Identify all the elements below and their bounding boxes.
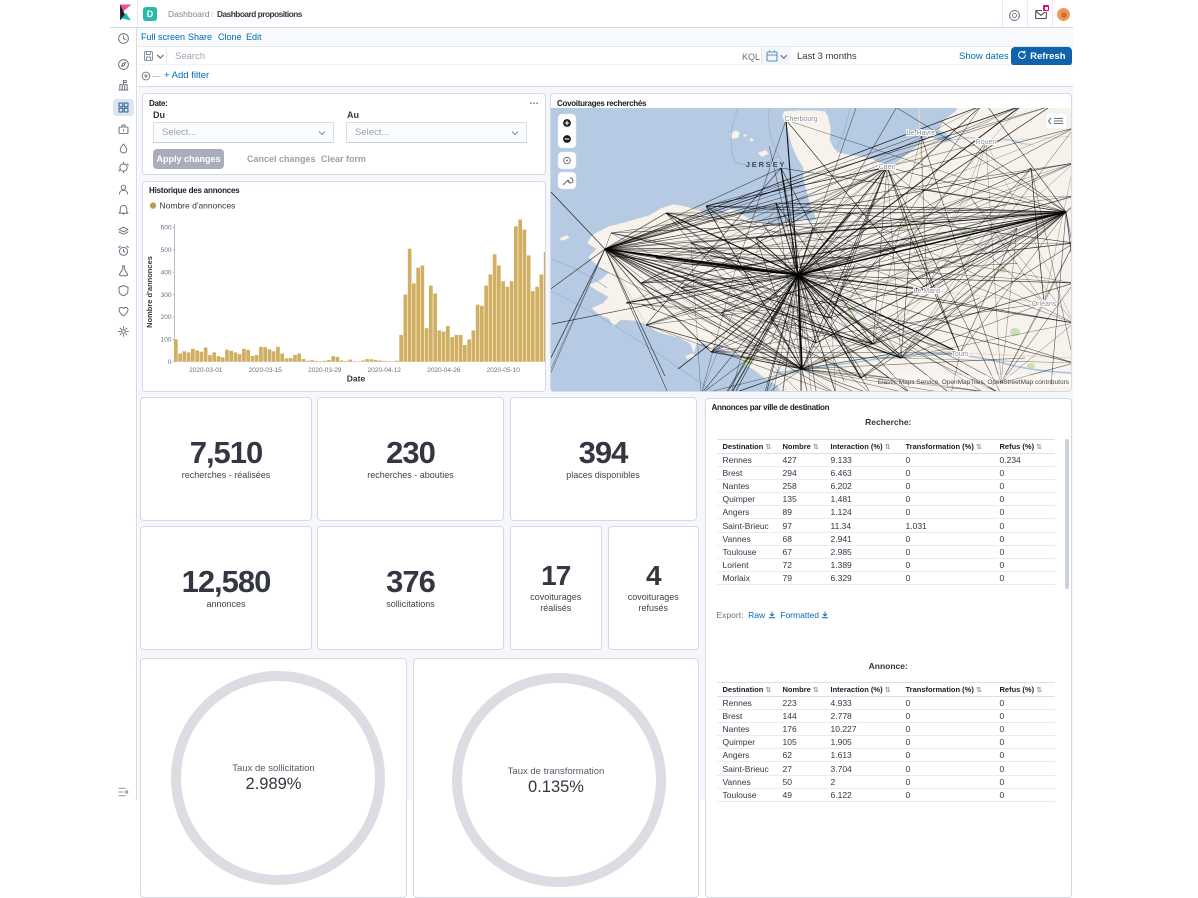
- svg-text:Caen: Caen: [879, 164, 896, 171]
- svg-text:500: 500: [161, 247, 172, 254]
- svg-text:2020-04-12: 2020-04-12: [368, 367, 402, 374]
- svg-text:Orléans: Orléans: [1032, 301, 1057, 308]
- svg-text:2020-03-15: 2020-03-15: [249, 367, 283, 374]
- svg-text:2020-04-26: 2020-04-26: [427, 367, 461, 374]
- svg-text:Nombre d'annonces: Nombre d'annonces: [160, 201, 236, 211]
- svg-text:Date: Date: [347, 374, 366, 384]
- svg-text:Tours: Tours: [951, 351, 969, 358]
- svg-text:0: 0: [168, 359, 172, 366]
- svg-text:Rouen: Rouen: [976, 139, 997, 146]
- svg-text:2020-05-10: 2020-05-10: [487, 367, 521, 374]
- svg-text:2020-03-01: 2020-03-01: [189, 367, 223, 374]
- svg-text:200: 200: [161, 314, 172, 321]
- svg-text:Nombre d'annonces: Nombre d'annonces: [145, 256, 154, 328]
- svg-text:2020-03-29: 2020-03-29: [308, 367, 342, 374]
- svg-text:Le Mans: Le Mans: [914, 288, 941, 295]
- svg-text:Cherbourg: Cherbourg: [784, 116, 817, 123]
- svg-text:600: 600: [161, 225, 172, 232]
- svg-text:100: 100: [161, 337, 172, 344]
- svg-text:Le Havre: Le Havre: [907, 130, 936, 137]
- svg-text:300: 300: [161, 292, 172, 299]
- svg-text:Elastic Maps Service, OpenMapT: Elastic Maps Service, OpenMapTiles, Open…: [878, 379, 1070, 386]
- svg-text:400: 400: [161, 269, 172, 276]
- svg-text:Historique des annonces: Historique des annonces: [149, 186, 240, 195]
- svg-text:JERSEY: JERSEY: [746, 160, 786, 169]
